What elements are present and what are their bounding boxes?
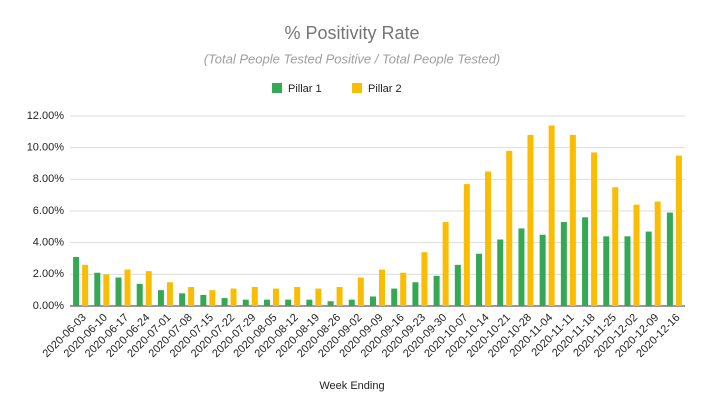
bar — [209, 290, 216, 306]
bar — [370, 296, 376, 306]
bar — [569, 135, 576, 306]
bar — [136, 283, 143, 306]
y-tick-label: 6.00% — [33, 205, 64, 217]
bar — [242, 299, 249, 306]
bar — [94, 272, 101, 306]
bar — [188, 287, 195, 306]
y-tick-label: 12.00% — [27, 110, 65, 122]
bar — [463, 184, 470, 306]
bar — [624, 236, 631, 306]
bar — [166, 282, 173, 306]
bar — [379, 269, 385, 306]
bar — [145, 271, 152, 306]
legend-swatch — [352, 83, 362, 93]
bar — [485, 171, 492, 306]
bar — [548, 125, 555, 306]
bar — [391, 288, 398, 306]
bar — [124, 269, 131, 306]
bar — [433, 275, 440, 306]
bar — [645, 231, 652, 306]
bar — [230, 288, 237, 306]
bar — [612, 187, 619, 306]
bar — [560, 222, 567, 306]
bar — [115, 277, 122, 306]
bar — [294, 287, 301, 306]
bar — [357, 277, 364, 306]
chart-title: % Positivity Rate — [284, 23, 419, 43]
bar — [527, 135, 534, 306]
y-tick-label: 8.00% — [33, 173, 64, 185]
chart-subtitle: (Total People Tested Positive / Total Pe… — [204, 51, 501, 66]
bar — [336, 287, 343, 306]
y-tick-label: 2.00% — [33, 268, 64, 280]
bar — [400, 272, 407, 306]
bar — [272, 288, 279, 306]
bar — [327, 301, 334, 306]
x-axis-title: Week Ending — [319, 380, 384, 392]
bar — [454, 264, 461, 306]
y-tick-label: 0.00% — [33, 300, 64, 312]
bar — [157, 290, 164, 306]
bar — [103, 274, 110, 306]
bar — [315, 288, 322, 306]
bar — [666, 212, 673, 306]
y-tick-label: 10.00% — [27, 142, 65, 154]
bar — [348, 299, 355, 306]
legend-label: Pillar 2 — [368, 83, 402, 95]
bar — [582, 217, 589, 306]
bar — [285, 299, 292, 306]
bar — [412, 282, 419, 306]
bar — [179, 293, 186, 306]
bar — [200, 294, 207, 306]
y-tick-label: 4.00% — [33, 237, 64, 249]
bar — [82, 264, 89, 306]
legend-label: Pillar 1 — [288, 83, 322, 95]
legend-swatch — [272, 83, 282, 93]
bar — [263, 299, 270, 306]
bar — [221, 298, 228, 306]
bar — [306, 299, 313, 306]
bar — [442, 222, 449, 306]
bar — [506, 150, 513, 306]
bar — [421, 252, 428, 306]
bar — [591, 152, 598, 306]
bar — [654, 201, 661, 306]
bar — [518, 228, 525, 306]
bar — [497, 239, 504, 306]
bar — [539, 234, 546, 306]
bar — [251, 287, 258, 306]
bar — [476, 253, 483, 306]
bar — [633, 204, 640, 306]
bar — [73, 256, 80, 306]
bar — [675, 155, 682, 306]
bar — [603, 236, 610, 306]
